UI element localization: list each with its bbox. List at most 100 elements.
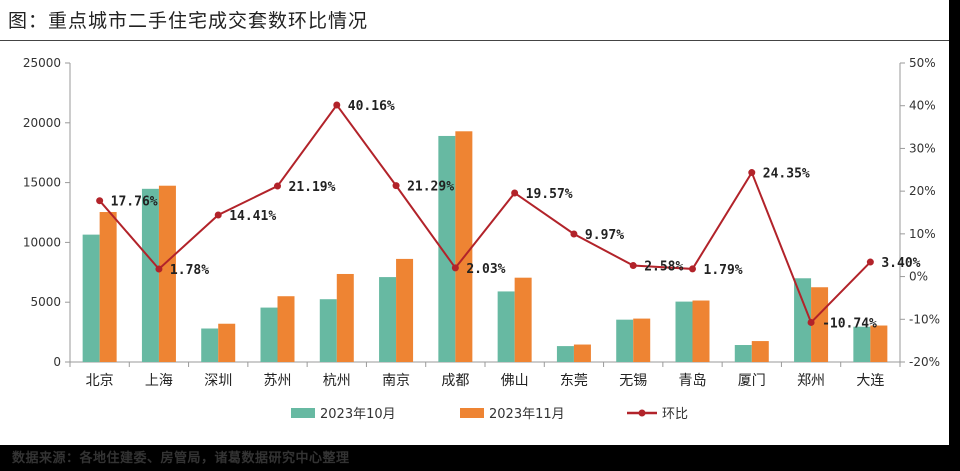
- bar-nov-0: [99, 212, 117, 362]
- x-category-label: 郑州: [797, 373, 825, 389]
- x-category-label: 苏州: [264, 373, 292, 389]
- bar-oct-3: [260, 307, 278, 362]
- y-tick-label-right: -10%: [909, 312, 940, 326]
- labels-layer: 17.76% 1.78% 14.41% 21.19% 40.16% 21.29% 2.03%…: [111, 99, 921, 331]
- y-tick-label-left: 20000: [23, 116, 61, 130]
- mom-point-7: [511, 189, 519, 197]
- mom-data-label: 21.29%: [407, 180, 454, 195]
- bar-nov-1: [158, 185, 176, 362]
- legend-swatch-nov: [460, 408, 484, 418]
- bar-oct-5: [379, 277, 397, 362]
- bar-oct-12: [794, 278, 812, 362]
- bar-nov-11: [751, 341, 769, 362]
- mom-data-label: 14.41%: [229, 209, 276, 224]
- bar-nov-4: [336, 273, 354, 362]
- mom-point-12: [807, 318, 815, 326]
- y-tick-label-right: 40%: [909, 99, 936, 113]
- x-category-label: 上海: [145, 373, 173, 389]
- x-category-label: 厦门: [738, 373, 766, 389]
- x-category-label: 佛山: [501, 373, 529, 389]
- bar-oct-6: [438, 135, 456, 362]
- bar-oct-1: [141, 188, 159, 362]
- mom-series-line: [98, 103, 872, 325]
- mom-data-label: 1.78%: [170, 263, 209, 278]
- mom-data-label: 1.79%: [704, 263, 743, 278]
- y-tick-label-left: 5000: [30, 295, 61, 309]
- line-layer: [96, 101, 874, 326]
- y-tick-label-left: 0: [53, 355, 61, 369]
- x-category-label: 东莞: [560, 373, 588, 389]
- bar-nov-13: [870, 325, 888, 362]
- data-source-note: 数据来源：各地住建委、房管局，诸葛数据研究中心整理: [12, 451, 350, 466]
- mom-data-label: 3.40%: [881, 256, 920, 271]
- y-tick-label-right: 30%: [909, 141, 936, 155]
- bar-oct-2: [201, 328, 219, 362]
- mom-point-4: [333, 101, 341, 109]
- mom-point-9: [629, 262, 637, 270]
- x-category-label: 北京: [86, 373, 114, 389]
- chart: 0 5000 10000 15000 20000 25000 -20% -10% 0% 10% 20…: [23, 56, 940, 422]
- bar-oct-4: [319, 299, 337, 362]
- bar-oct-11: [734, 345, 752, 362]
- mom-data-label: 24.35%: [763, 167, 810, 182]
- mom-data-label: 9.97%: [585, 228, 624, 243]
- bar-oct-0: [82, 234, 100, 362]
- legend-label-nov: 2023年11月: [489, 407, 565, 422]
- y-tick-label-right: 20%: [909, 184, 936, 198]
- mom-data-label: 2.58%: [644, 260, 683, 275]
- bars-layer: [82, 131, 888, 362]
- bar-nov-5: [396, 258, 414, 362]
- legend-label-oct: 2023年10月: [320, 407, 396, 422]
- mom-data-label: 17.76%: [111, 195, 158, 210]
- mom-point-11: [748, 169, 756, 177]
- bar-nov-12: [811, 287, 829, 362]
- bar-nov-7: [514, 277, 532, 362]
- mom-point-0: [96, 197, 104, 205]
- bar-nov-2: [218, 323, 236, 362]
- x-category-label: 青岛: [679, 373, 707, 389]
- legend: 2023年10月 2023年11月 环比: [291, 407, 688, 422]
- chart-title: 图：重点城市二手住宅成交套数环比情况: [8, 10, 369, 32]
- mom-point-5: [392, 182, 400, 190]
- mom-point-8: [570, 230, 578, 238]
- y-tick-label-left: 25000: [23, 56, 61, 70]
- legend-label-mom: 环比: [662, 407, 688, 422]
- title-divider: [0, 40, 949, 41]
- bar-nov-8: [573, 344, 591, 362]
- y-tick-label-right: -20%: [909, 355, 940, 369]
- bar-oct-7: [497, 291, 515, 362]
- mom-data-label: 2.03%: [466, 262, 505, 277]
- y-tick-label-right: 10%: [909, 227, 936, 241]
- bar-oct-10: [675, 301, 693, 362]
- y-tick-label-right: 50%: [909, 56, 936, 70]
- mom-point-1: [155, 265, 163, 273]
- x-category-label: 无锡: [619, 373, 647, 389]
- bar-oct-13: [853, 326, 871, 362]
- x-category-label: 深圳: [204, 373, 232, 389]
- bar-nov-10: [692, 300, 710, 362]
- mom-point-6: [451, 264, 459, 272]
- mom-point-10: [689, 265, 696, 273]
- y-tick-label-left: 10000: [23, 235, 61, 249]
- legend-swatch-oct: [291, 408, 315, 418]
- x-category-label: 成都: [441, 373, 469, 389]
- mom-data-label: -10.74%: [822, 316, 877, 331]
- y-tick-label-right: 0%: [909, 270, 928, 284]
- bar-oct-8: [556, 346, 574, 362]
- bar-oct-9: [616, 319, 634, 362]
- axes-layer: 0 5000 10000 15000 20000 25000 -20% -10% 0% 10% 20…: [23, 56, 940, 389]
- x-category-label: 杭州: [323, 373, 351, 389]
- legend-swatch-mom-marker: [638, 409, 646, 417]
- bar-nov-6: [455, 131, 473, 362]
- mom-data-label: 21.19%: [289, 180, 336, 195]
- bar-nov-9: [633, 318, 651, 362]
- bar-nov-3: [277, 296, 295, 362]
- mom-point-3: [274, 182, 281, 190]
- mom-data-label: 19.57%: [526, 187, 573, 202]
- mom-data-label: 40.16%: [348, 99, 395, 114]
- x-category-label: 大连: [856, 373, 884, 389]
- x-category-label: 南京: [382, 373, 410, 389]
- mom-point-2: [214, 211, 222, 219]
- mom-point-13: [866, 258, 874, 266]
- y-tick-label-left: 15000: [23, 176, 61, 190]
